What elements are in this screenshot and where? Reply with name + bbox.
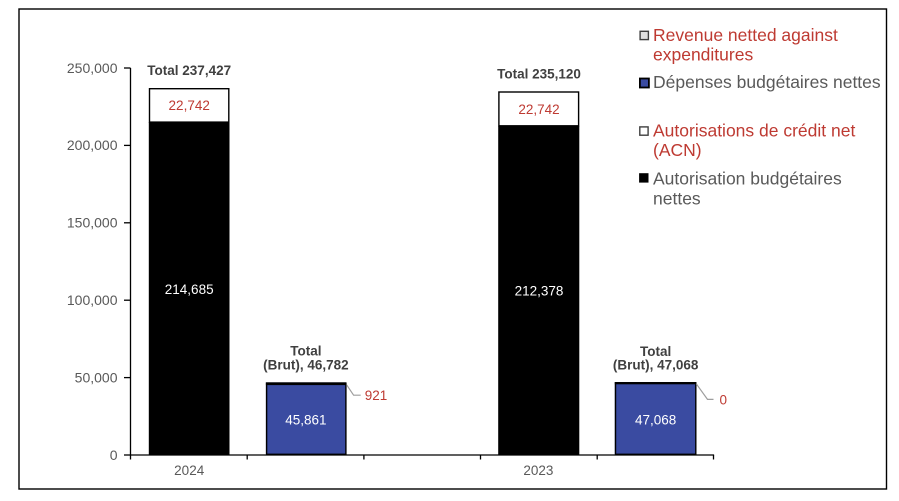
- svg-text:Revenue netted against: Revenue netted against: [653, 25, 838, 45]
- svg-text:45,861: 45,861: [285, 413, 326, 428]
- svg-text:Autorisation budgétaires: Autorisation budgétaires: [653, 169, 842, 189]
- svg-text:212,378: 212,378: [515, 284, 564, 299]
- svg-text:(Brut), 46,782: (Brut), 46,782: [263, 358, 349, 373]
- svg-text:(ACN): (ACN): [653, 140, 702, 160]
- svg-text:22,742: 22,742: [518, 102, 559, 117]
- svg-text:Total: Total: [290, 344, 321, 359]
- svg-text:Autorisations de crédit net: Autorisations de crédit net: [653, 121, 855, 141]
- svg-text:2023: 2023: [523, 463, 553, 478]
- svg-text:expenditures: expenditures: [653, 45, 753, 65]
- svg-text:22,742: 22,742: [169, 98, 210, 113]
- svg-text:0: 0: [110, 447, 118, 463]
- svg-text:0: 0: [720, 392, 728, 407]
- svg-text:Total: Total: [640, 344, 671, 359]
- svg-text:150,000: 150,000: [67, 215, 118, 231]
- svg-text:214,685: 214,685: [165, 282, 214, 297]
- svg-text:50,000: 50,000: [75, 369, 118, 385]
- svg-text:2024: 2024: [174, 463, 205, 478]
- svg-text:Dépenses budgétaires nettes: Dépenses budgétaires nettes: [653, 72, 881, 92]
- svg-text:nettes: nettes: [653, 188, 701, 208]
- svg-text:100,000: 100,000: [67, 292, 118, 308]
- svg-text:(Brut), 47,068: (Brut), 47,068: [613, 358, 699, 373]
- svg-text:921: 921: [365, 388, 388, 403]
- svg-text:47,068: 47,068: [635, 413, 676, 428]
- svg-text:Total 237,427: Total 237,427: [147, 63, 231, 78]
- svg-text:Total 235,120: Total 235,120: [497, 66, 581, 81]
- svg-text:250,000: 250,000: [67, 60, 118, 76]
- svg-text:200,000: 200,000: [67, 137, 118, 153]
